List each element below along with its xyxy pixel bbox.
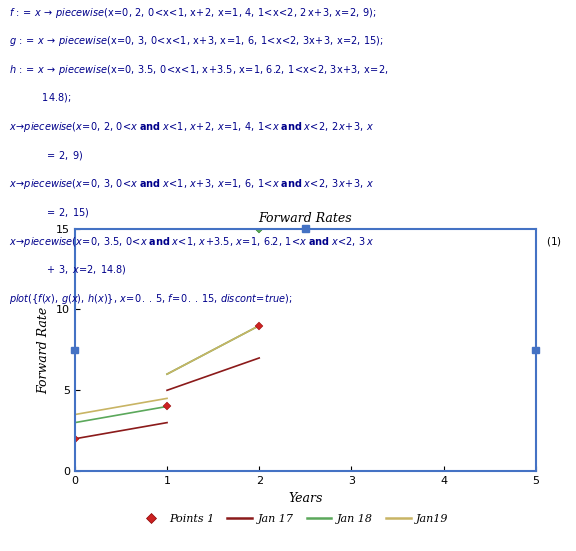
Text: $\quad\quad\;=\,2,\;15)$: $\quad\quad\;=\,2,\;15)$ (23, 206, 89, 219)
Text: $\quad\quad\;+\,3,\;x\!=\!2,\;14.8)$: $\quad\quad\;+\,3,\;x\!=\!2,\;14.8)$ (23, 263, 127, 277)
Text: $\quad\quad\;=\,2,\;9)$: $\quad\quad\;=\,2,\;9)$ (23, 149, 83, 162)
Text: $\quad\quad 14.8);$: $\quad\quad 14.8);$ (23, 91, 71, 105)
Y-axis label: Forward Rate: Forward Rate (37, 306, 51, 393)
Text: $x\!\to\!\mathit{piecewise}(x\!=\!0,\,3.5,\,0\!<\!x\;\mathbf{and}\;x\!<\!1,\,x\!: $x\!\to\!\mathit{piecewise}(x\!=\!0,\,3.… (9, 235, 374, 249)
Text: $\mathit{plot}(\{f(x),\,g(x),\,h(x)\},\,x\!=\!0\,.\,.\,5,\,f\!=\!0\,.\,.\,15,\,\: $\mathit{plot}(\{f(x),\,g(x),\,h(x)\},\,… (9, 292, 292, 306)
Text: $(1)$: $(1)$ (546, 235, 562, 248)
Text: $h\,:=\,x\,\to\,\mathit{piecewise}(\mathrm{x}\!=\!0,\,3.5,\,0\!<\!\mathrm{x}\!<\: $h\,:=\,x\,\to\,\mathit{piecewise}(\math… (9, 63, 388, 77)
Text: $x\!\to\!\mathit{piecewise}(x\!=\!0,\,3,\,0\!<\!x\;\mathbf{and}\;x\!<\!1,\,x\!+\: $x\!\to\!\mathit{piecewise}(x\!=\!0,\,3,… (9, 177, 374, 191)
Text: $f\,:=\,x\,\to\,\mathit{piecewise}(\mathrm{x}\!=\!0,\,2,\,0\!<\!\mathrm{x}\!<\!1: $f\,:=\,x\,\to\,\mathit{piecewise}(\math… (9, 6, 376, 19)
Text: $x\!\to\!\mathit{piecewise}(x\!=\!0,\,2,\,0\!<\!x\;\mathbf{and}\;x\!<\!1,\,x\!+\: $x\!\to\!\mathit{piecewise}(x\!=\!0,\,2,… (9, 120, 374, 134)
Text: $g\,:=\,x\,\to\,\mathit{piecewise}(\mathrm{x}\!=\!0,\,3,\,0\!<\!\mathrm{x}\!<\!1: $g\,:=\,x\,\to\,\mathit{piecewise}(\math… (9, 34, 384, 48)
X-axis label: Years: Years (288, 491, 323, 505)
Legend: Points 1, Jan 17, Jan 18, Jan19: Points 1, Jan 17, Jan 18, Jan19 (134, 510, 453, 529)
Title: Forward Rates: Forward Rates (259, 212, 352, 225)
